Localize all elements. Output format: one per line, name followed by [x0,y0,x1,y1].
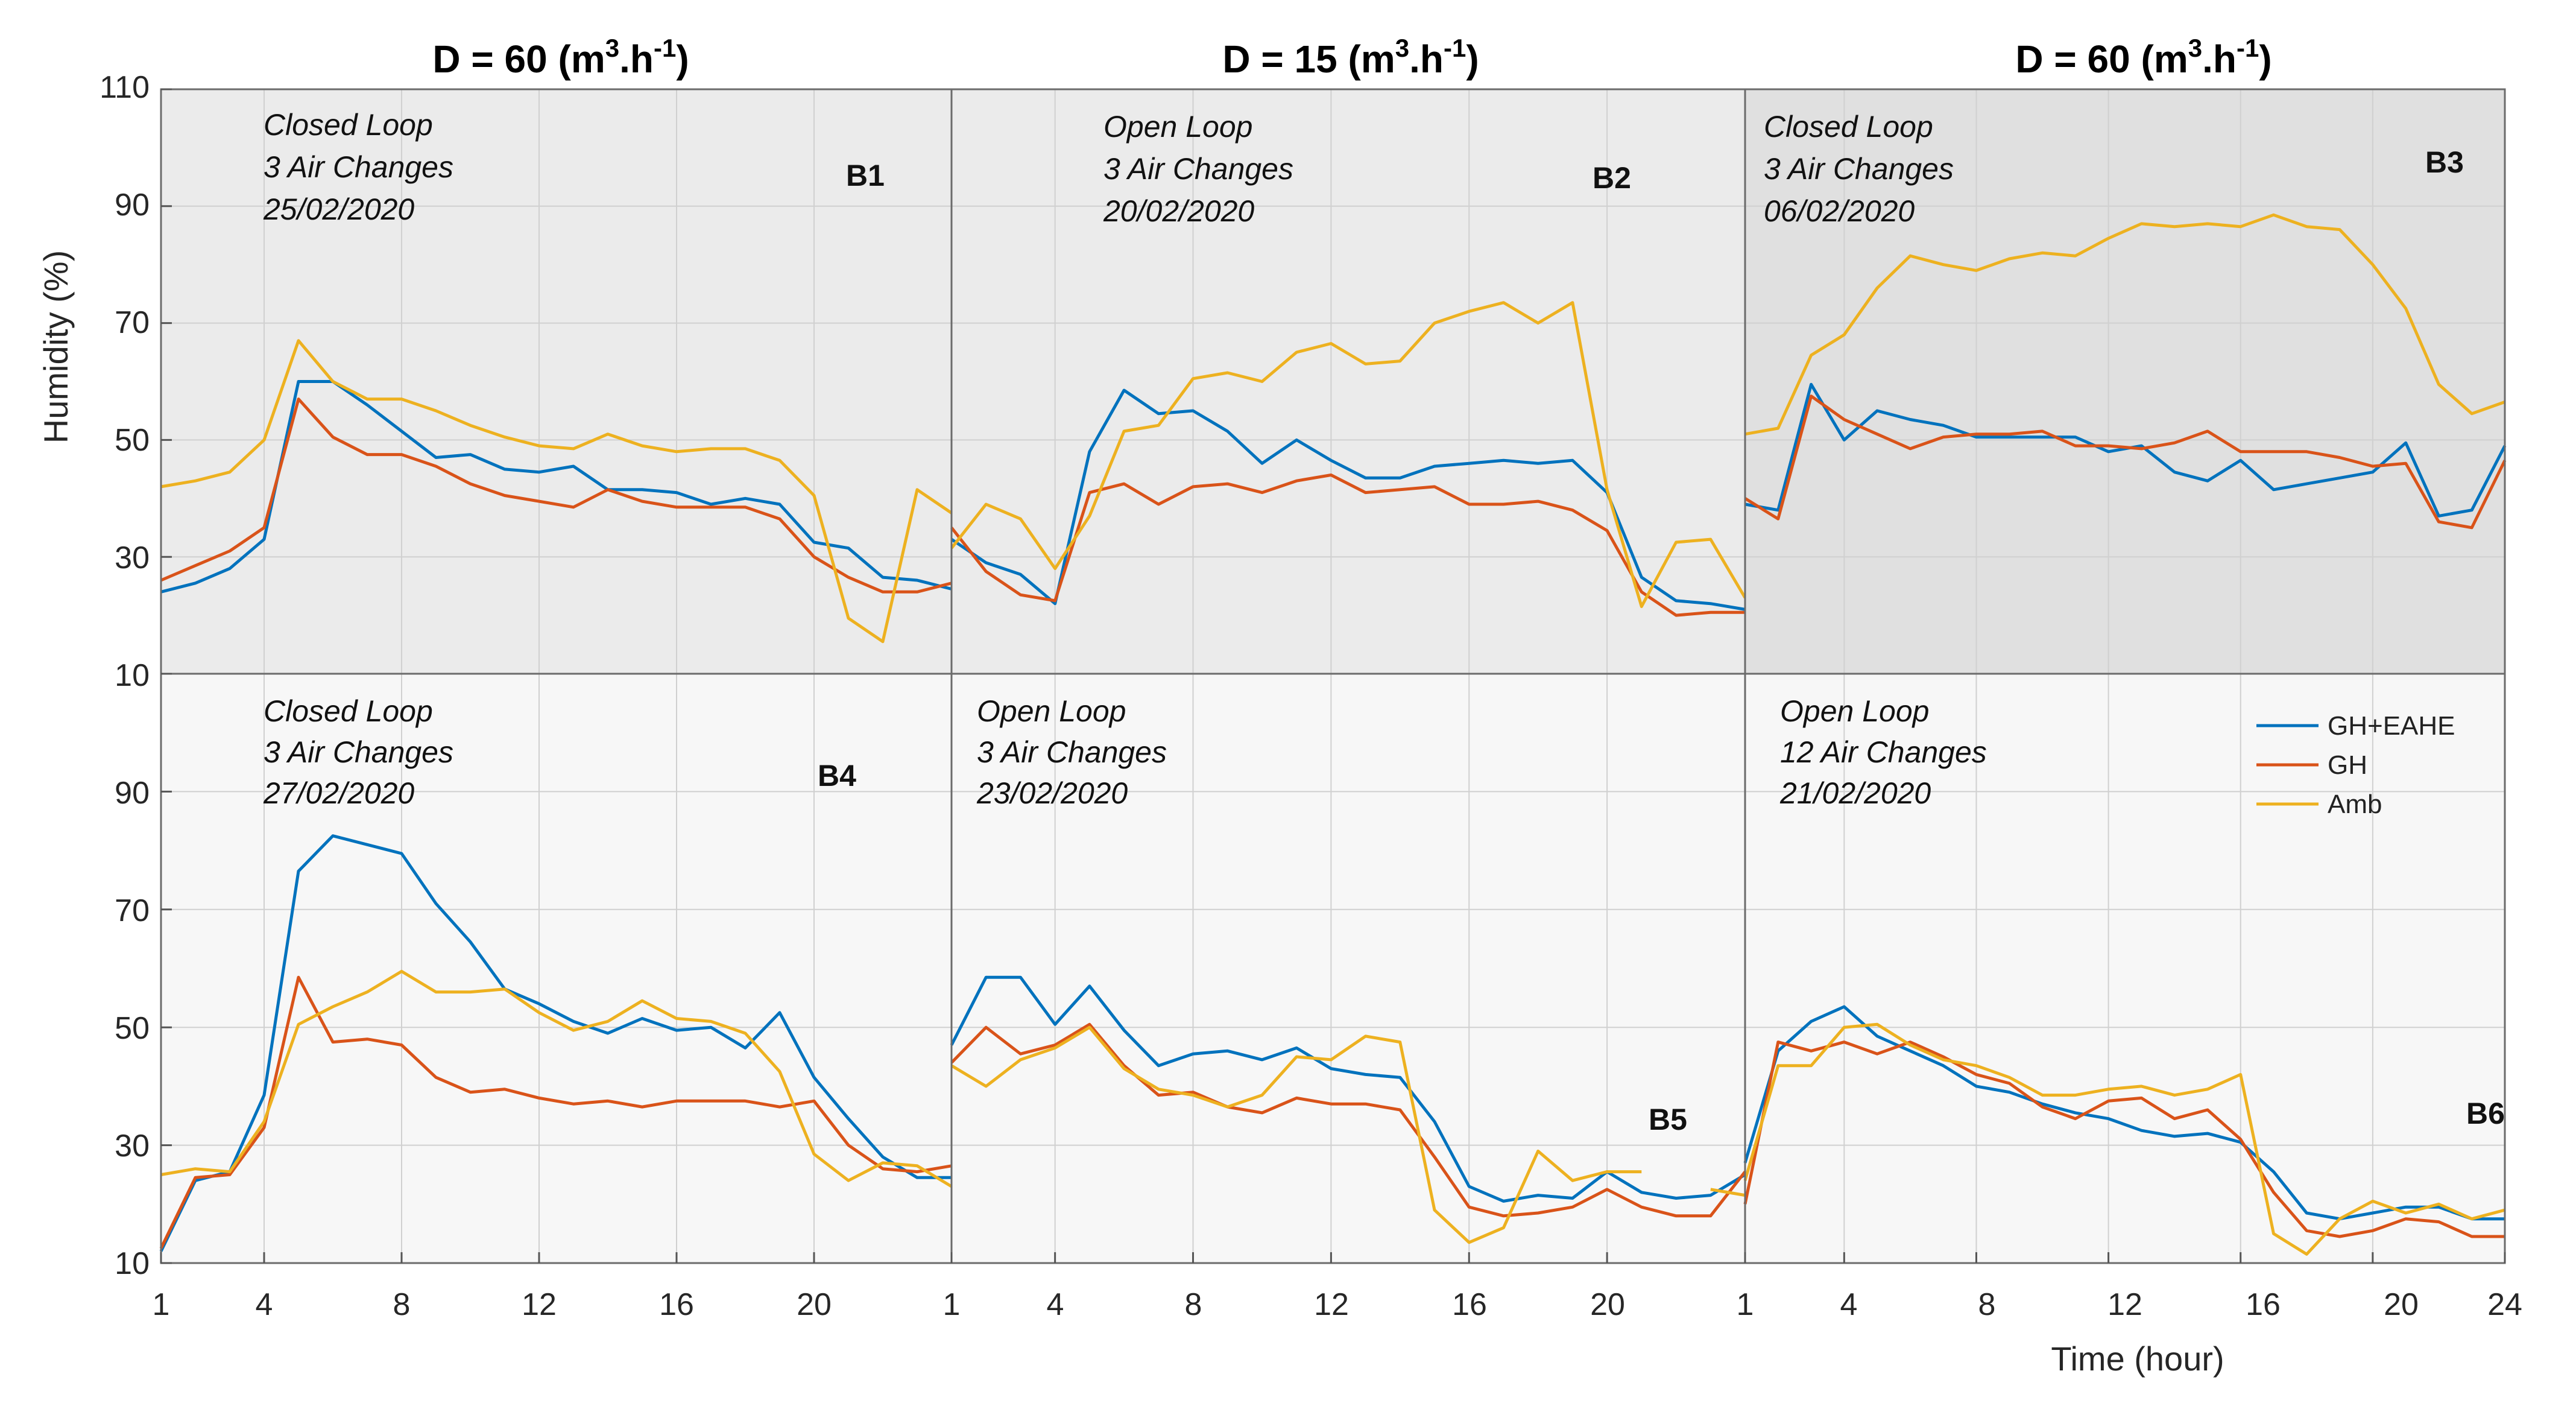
panel-label-b4: B4 [818,759,856,793]
x-tick-label: 16 [1452,1287,1487,1322]
y-tick-label-top: 30 [115,540,150,575]
legend-label-amb: Amb [2328,790,2382,819]
y-tick-label-bottom: 10 [115,1246,150,1281]
y-tick-label-top: 50 [115,423,150,458]
x-tick-label: 1 [153,1287,170,1322]
y-tick-label-top: 90 [115,188,150,223]
x-tick-label: 20 [797,1287,832,1322]
panel-annotation-b4: Closed Loop 3 Air Changes 27/02/2020 [263,694,453,810]
panel-b2 [950,88,1747,675]
series-line-gh [1744,394,2507,530]
y-tick-label-bottom: 50 [115,1011,150,1046]
panel-background [161,89,952,674]
legend-label-gh-eahe: GH+EAHE [2328,711,2455,741]
y-tick-label-bottom: 70 [115,893,150,928]
x-tick-label: 4 [256,1287,273,1322]
y-tick-label-bottom: 90 [115,776,150,811]
panel-background [952,89,1745,674]
x-tick-label: 4 [1047,1287,1064,1322]
x-tick-label: 8 [1978,1287,1996,1322]
series-line-amb [1710,1188,1746,1197]
x-tick-label: 12 [2107,1287,2142,1322]
column-title-2: D = 15 (m3.h-1) [1222,34,1479,81]
panel-annotation-b5: Open Loop 3 Air Changes 23/02/2020 [976,694,1167,810]
series-line-gh [950,473,1745,617]
panel-label-b3: B3 [2425,145,2464,179]
y-tick-label-bottom: 30 [115,1129,150,1164]
panels-layer [159,88,2507,1264]
series-line-gh [1743,1040,2505,1238]
x-tick-label: 16 [2246,1287,2281,1322]
x-tick-label: 4 [1840,1287,1858,1322]
column-title-3: D = 60 (m3.h-1) [2015,34,2271,81]
series-line-amb [1743,1022,2505,1256]
x-tick-label: 20 [2384,1287,2419,1322]
x-tick-label: 8 [393,1287,411,1322]
panel-b5 [950,673,1746,1264]
series-line-gh-eahe [159,834,952,1252]
x-tick-label: 16 [659,1287,694,1322]
panel-annotation-b3: Closed Loop 3 Air Changes 06/02/2020 [1764,110,1954,228]
legend-label-gh: GH [2328,750,2367,780]
series-line-amb [160,969,953,1188]
panel-label-b6: B6 [2466,1097,2505,1130]
panel-b6 [1743,673,2506,1264]
panel-b1 [160,88,953,675]
panel-background [161,674,952,1263]
tick-marks [160,88,2506,1264]
column-title-1: D = 60 (m3.h-1) [432,34,689,81]
series-line-gh-eahe [160,380,952,594]
y-tick-label-top: 70 [115,305,150,340]
x-tick-label: 8 [1185,1287,1202,1322]
panel-label-b1: B1 [846,159,885,192]
panel-annotation-b2: Open Loop 3 Air Changes 20/02/2020 [1103,110,1293,228]
x-tick-label: 1 [943,1287,961,1322]
y-tick-label-top: 10 [115,658,150,693]
legend: GH+EAHE GH Amb [2256,711,2455,819]
panel-b4 [159,673,953,1264]
series-line-amb [1744,213,2505,436]
panel-background [952,674,1745,1263]
series-line-amb [160,339,953,644]
panel-background [1745,89,2505,674]
series-line-amb [950,1025,1642,1244]
x-tick-label: 12 [1314,1287,1349,1322]
x-tick-label: 24 [2487,1287,2522,1322]
x-tick-label: 20 [1590,1287,1625,1322]
series-line-gh [160,397,952,594]
y-axis-label: Humidity (%) [37,250,75,443]
series-line-gh [950,1022,1746,1218]
series-line-gh [159,975,952,1249]
panel-b3 [1744,88,2507,675]
panel-frame [1744,673,2506,1264]
panel-label-b5: B5 [1649,1103,1687,1136]
panel-annotation-b1: Closed Loop 3 Air Changes 25/02/2020 [263,108,453,226]
panel-background [1745,674,2505,1263]
series-line-gh-eahe [950,975,1746,1203]
y-tick-label-top: 110 [99,70,150,105]
panel-annotation-b6: Open Loop 12 Air Changes 21/02/2020 [1779,694,1987,810]
x-tick-label: 1 [1737,1287,1754,1322]
series-line-amb [950,301,1747,609]
series-line-gh-eahe [1743,1005,2505,1221]
x-axis-label: Time (hour) [2051,1340,2224,1378]
panel-label-b2: B2 [1593,161,1631,195]
x-tick-label: 12 [522,1287,557,1322]
